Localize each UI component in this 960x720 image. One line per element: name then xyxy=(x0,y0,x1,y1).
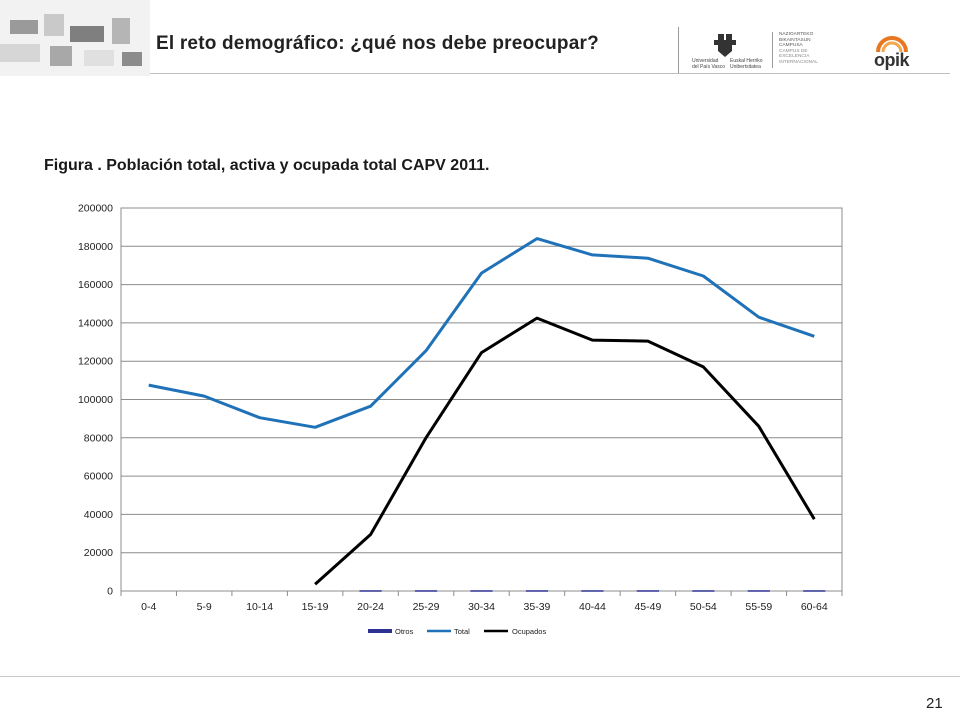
x-tick-label: 15-19 xyxy=(302,601,329,613)
x-tick-label: 45-49 xyxy=(634,601,661,613)
x-tick-label: 40-44 xyxy=(579,601,606,613)
y-tick-label: 40000 xyxy=(84,509,113,521)
bar-otros-11 xyxy=(747,590,770,592)
y-tick-label: 100000 xyxy=(78,394,113,406)
bar-otros-9 xyxy=(636,590,659,592)
y-tick-label: 60000 xyxy=(84,471,113,483)
bar-otros-6 xyxy=(470,590,493,592)
ehu-name-line2: Unibertsitatea xyxy=(730,64,761,70)
footer-divider xyxy=(0,676,960,677)
y-tick-label: 160000 xyxy=(78,279,113,291)
x-tick-label: 35-39 xyxy=(524,601,551,613)
legend-label-total: Total xyxy=(454,627,470,636)
slide-header: El reto demográfico: ¿qué nos debe preoc… xyxy=(0,0,960,76)
x-tick-label: 30-34 xyxy=(468,601,495,613)
x-tick-label: 0-4 xyxy=(141,601,156,613)
campus-separator xyxy=(772,32,773,68)
campus-line6: INTERNACIONAL xyxy=(779,59,818,65)
y-tick-label: 140000 xyxy=(78,317,113,329)
series-line-total xyxy=(148,237,815,429)
y-tick-label: 180000 xyxy=(78,241,113,253)
y-tick-label: 20000 xyxy=(84,547,113,559)
x-tick-label: 55-59 xyxy=(745,601,772,613)
campus-logo-text: NAZIOARTEKO BIKAINTASUN CAMPUSA CAMPUS D… xyxy=(779,32,839,66)
y-tick-label: 0 xyxy=(107,586,113,598)
figure-title: Figura . Población total, activa y ocupa… xyxy=(44,157,490,174)
x-tick-label: 20-24 xyxy=(357,601,384,613)
campus-line2: BIKAINTASUN xyxy=(779,37,811,43)
bar-otros-12 xyxy=(803,590,826,592)
campus-line3: CAMPUSA xyxy=(779,43,803,49)
x-tick-label: 25-29 xyxy=(413,601,440,613)
upv-name-line2: del País Vasco xyxy=(692,64,725,70)
legend-swatch-otros xyxy=(368,629,392,633)
logo-separator xyxy=(678,27,679,73)
page-number: 21 xyxy=(926,695,943,712)
upv-ehu-logo xyxy=(714,34,736,57)
legend-label-ocupados: Ocupados xyxy=(512,627,546,636)
campus-line5: EXCELENCIA xyxy=(779,54,810,60)
bar-otros-5 xyxy=(414,590,438,592)
opik-logo-icon xyxy=(876,36,908,53)
campus-line1: NAZIOARTEKO xyxy=(779,32,814,37)
legend-label-otros: Otros xyxy=(395,627,414,636)
x-tick-label: 60-64 xyxy=(801,601,828,613)
opik-logo-text: opik xyxy=(874,50,910,70)
campus-line4: CAMPUS DE xyxy=(779,48,808,54)
header-divider xyxy=(150,73,950,74)
y-tick-label: 120000 xyxy=(78,356,113,368)
x-tick-label: 50-54 xyxy=(690,601,717,613)
bar-otros-10 xyxy=(692,590,715,592)
slide-title: El reto demográfico: ¿qué nos debe preoc… xyxy=(156,33,599,54)
x-tick-label: 5-9 xyxy=(197,601,212,613)
y-tick-label: 200000 xyxy=(78,203,113,215)
series-line-ocupados xyxy=(314,316,816,586)
bar-otros-7 xyxy=(525,590,549,592)
x-tick-label: 10-14 xyxy=(246,601,273,613)
header-decoration-graphic xyxy=(0,0,150,76)
y-tick-label: 80000 xyxy=(84,432,113,444)
ehu-name-line1: Euskal Herriko xyxy=(730,58,763,64)
bar-otros-4 xyxy=(359,590,382,592)
bar-otros-8 xyxy=(581,590,604,592)
upv-name-line1: Universidad xyxy=(692,58,719,64)
